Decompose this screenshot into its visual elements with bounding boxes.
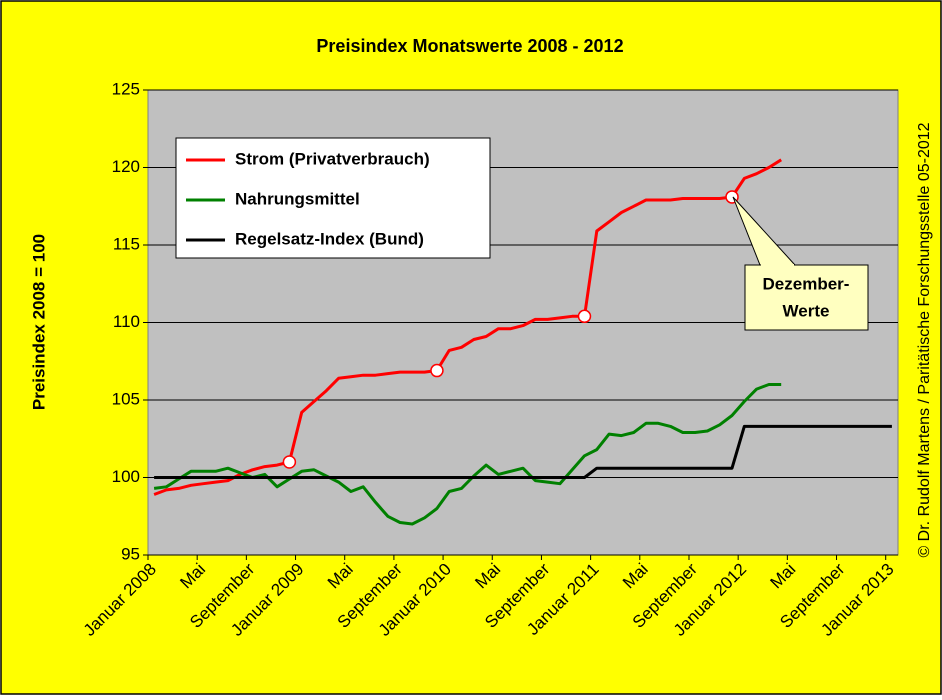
- highlight-point: [282, 455, 297, 469]
- chart-title: Preisindex Monatswerte 2008 - 2012: [316, 36, 623, 56]
- series-line: [154, 424, 892, 479]
- highlight-point: [430, 363, 444, 378]
- annotation: Dezember-: [763, 274, 850, 293]
- callout: [744, 264, 869, 331]
- y-tick-label: 100: [112, 467, 140, 486]
- series-line: [153, 383, 782, 526]
- series-line: [153, 158, 782, 496]
- y-axis-label: Preisindex 2008 = 100: [29, 234, 48, 410]
- legend: [175, 137, 491, 259]
- y-tick-label: 110: [113, 312, 140, 331]
- legend-label: Strom (Privatverbrauch): [235, 149, 430, 168]
- y-tick-label: 95: [121, 544, 140, 563]
- y-tick-label: 120: [112, 157, 140, 176]
- legend-label: Regelsatz-Index (Bund): [235, 229, 424, 248]
- legend-label: Nahrungsmittel: [235, 189, 360, 208]
- y-tick-label: 115: [113, 234, 140, 253]
- highlight-point: [577, 309, 592, 324]
- side-note: © Dr. Rudolf Martens / Paritätische Fors…: [916, 122, 933, 557]
- y-tick-label: 105: [112, 389, 140, 408]
- annotation: Werte: [783, 301, 830, 320]
- y-tick-label: 125: [112, 79, 140, 98]
